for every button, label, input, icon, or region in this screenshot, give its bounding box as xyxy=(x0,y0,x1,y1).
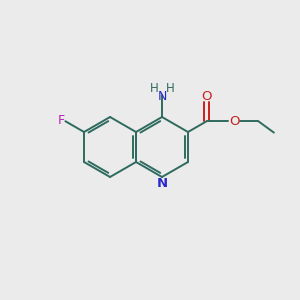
Text: O: O xyxy=(201,90,212,103)
Text: N: N xyxy=(156,177,168,190)
Text: H: H xyxy=(150,82,159,95)
Text: O: O xyxy=(229,115,239,128)
Text: H: H xyxy=(165,82,174,95)
Text: N: N xyxy=(157,90,167,103)
Text: F: F xyxy=(58,114,65,127)
